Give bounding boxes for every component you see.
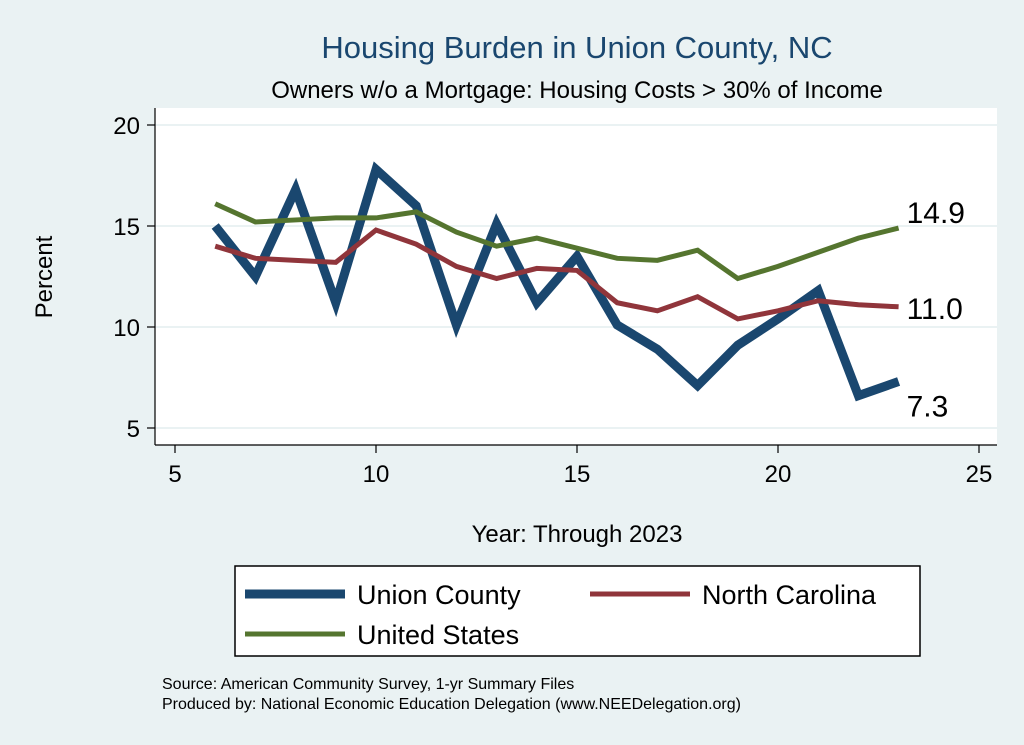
- y-tick-label: 10: [113, 315, 140, 342]
- chart-subtitle: Owners w/o a Mortgage: Housing Costs > 3…: [271, 77, 883, 104]
- x-tick-label: 20: [765, 461, 792, 488]
- source-note: Source: American Community Survey, 1-yr …: [162, 676, 574, 693]
- x-tick-label: 15: [564, 461, 591, 488]
- legend-label: Union County: [357, 580, 521, 610]
- end-value-label: 7.3: [907, 391, 949, 424]
- x-tick-label: 5: [168, 461, 181, 488]
- x-axis-label: Year: Through 2023: [472, 521, 683, 548]
- series-line-north-carolina: [214, 227, 899, 322]
- series-line-union-county: [211, 161, 901, 402]
- end-value-label: 11.0: [907, 293, 963, 326]
- y-tick-label: 15: [113, 214, 140, 241]
- y-tick-label: 5: [127, 416, 140, 443]
- end-value-label: 14.9: [907, 197, 965, 230]
- producer-note: Produced by: National Economic Education…: [162, 696, 741, 713]
- x-tick-label: 10: [363, 461, 390, 488]
- chart-title: Housing Burden in Union County, NC: [321, 30, 832, 65]
- legend-label: North Carolina: [702, 580, 877, 610]
- y-axis-label: Percent: [31, 235, 58, 318]
- x-tick-label: 25: [966, 461, 993, 488]
- series-line-united-states: [214, 201, 900, 282]
- legend-label: United States: [357, 620, 519, 650]
- y-tick-label: 20: [113, 113, 140, 140]
- legend: Union County North Carolina United States: [234, 565, 921, 657]
